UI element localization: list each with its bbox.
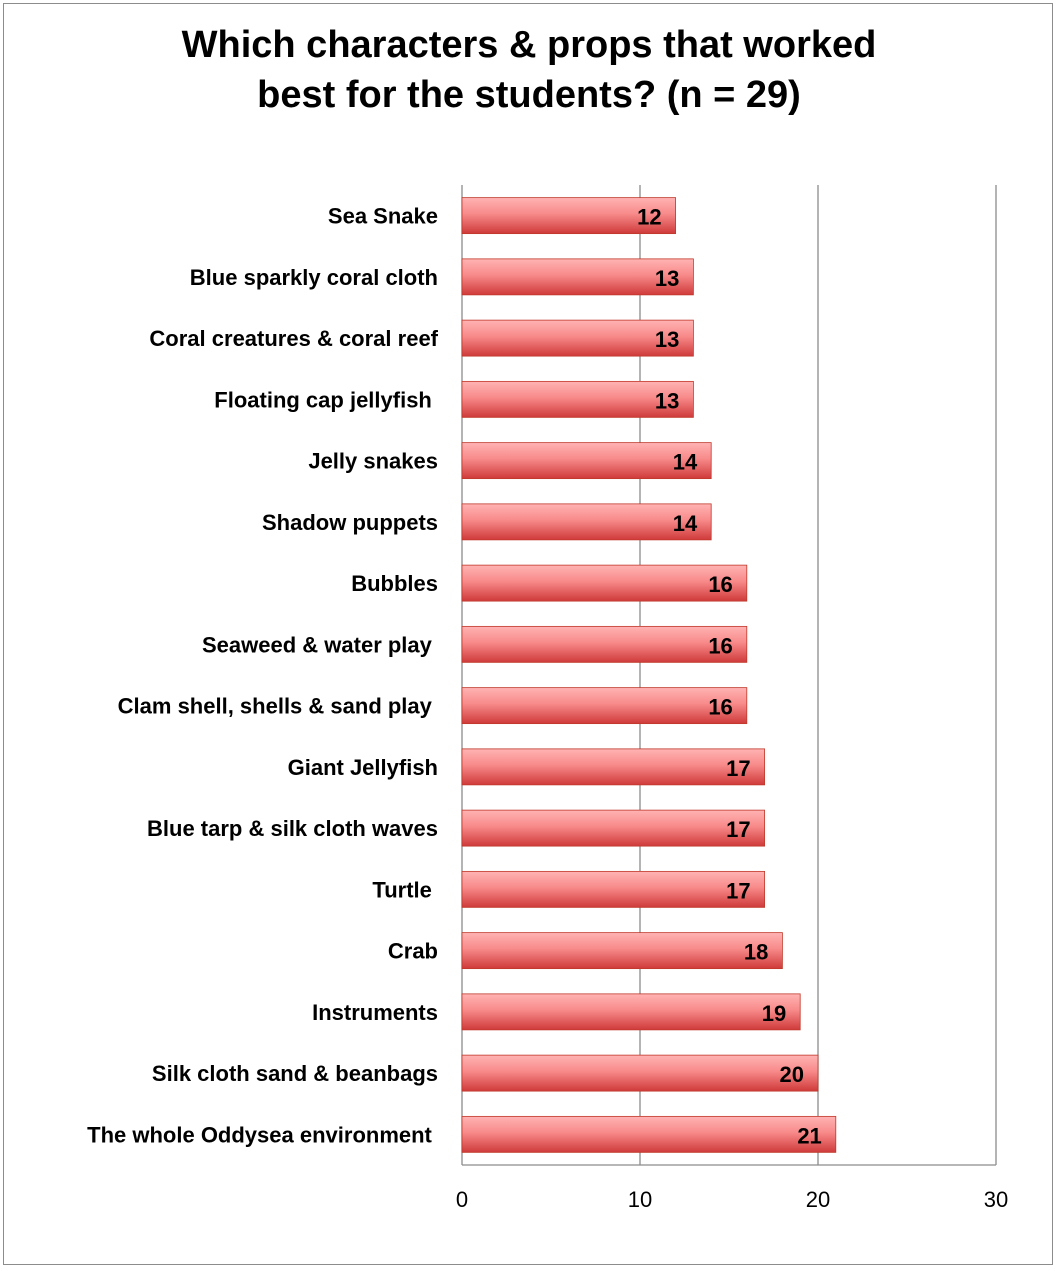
value-label: 17 <box>726 878 750 903</box>
bar <box>461 319 694 357</box>
value-label: 17 <box>726 817 750 842</box>
value-label: 16 <box>708 572 732 597</box>
bars <box>461 197 837 1153</box>
category-label: Silk cloth sand & beanbags <box>152 1061 438 1086</box>
category-label: Instruments <box>312 1000 438 1025</box>
value-label: 16 <box>708 633 732 658</box>
category-label: The whole Oddysea environment <box>87 1122 438 1147</box>
value-label: 13 <box>655 327 679 352</box>
value-label: 20 <box>780 1062 804 1087</box>
value-label: 13 <box>655 388 679 413</box>
category-label: Giant Jellyfish <box>288 755 438 780</box>
value-label: 12 <box>637 205 661 230</box>
bar <box>461 625 748 663</box>
chart-title-line-1: Which characters & props that worked <box>181 24 877 66</box>
category-labels: Sea Snake Blue sparkly coral cloth Coral c… <box>87 204 439 1148</box>
bar <box>461 748 766 786</box>
value-label: 13 <box>655 266 679 291</box>
bar <box>461 503 712 541</box>
category-label: Bubbles <box>351 571 438 596</box>
value-label: 16 <box>708 695 732 720</box>
category-label: Coral creatures & coral reef <box>149 326 438 351</box>
x-tick-label: 10 <box>628 1187 652 1212</box>
category-label: Seaweed & water play <box>202 632 438 657</box>
value-label: 21 <box>797 1123 821 1148</box>
category-label: Jelly snakes <box>308 449 438 474</box>
x-tick-label: 0 <box>456 1187 468 1212</box>
chart-title-line-2: best for the students? (n = 29) <box>257 74 801 116</box>
bar <box>461 1115 837 1153</box>
bar <box>461 870 766 908</box>
x-axis-ticks: 0 10 20 30 <box>456 1187 1008 1212</box>
value-label: 14 <box>673 450 698 475</box>
category-label: Blue sparkly coral cloth <box>190 265 438 290</box>
value-label: 17 <box>726 756 750 781</box>
bar <box>461 932 783 970</box>
bar <box>461 809 766 847</box>
bar <box>461 1054 819 1092</box>
bar <box>461 564 748 602</box>
category-label: Clam shell, shells & sand play <box>118 694 438 719</box>
category-label: Sea Snake <box>328 204 438 229</box>
value-label: 19 <box>762 1001 786 1026</box>
category-label: Floating cap jellyfish <box>214 387 438 412</box>
x-tick-label: 20 <box>806 1187 830 1212</box>
x-tick-label: 30 <box>984 1187 1008 1212</box>
value-label: 14 <box>673 511 698 536</box>
bar <box>461 687 748 725</box>
category-label: Turtle <box>372 877 438 902</box>
value-labels: 12 13 13 13 14 14 16 16 16 17 17 17 18 19 20 21 <box>637 205 822 1149</box>
category-label: Shadow puppets <box>262 510 438 535</box>
bar <box>461 442 712 480</box>
value-label: 18 <box>744 940 768 965</box>
bar <box>461 258 694 296</box>
category-label: Crab <box>388 939 438 964</box>
category-label: Blue tarp & silk cloth waves <box>147 816 438 841</box>
bar <box>461 197 677 235</box>
bar <box>461 380 694 418</box>
chart-title: Which characters & props that worked bes… <box>0 20 1058 120</box>
bar <box>461 993 801 1031</box>
